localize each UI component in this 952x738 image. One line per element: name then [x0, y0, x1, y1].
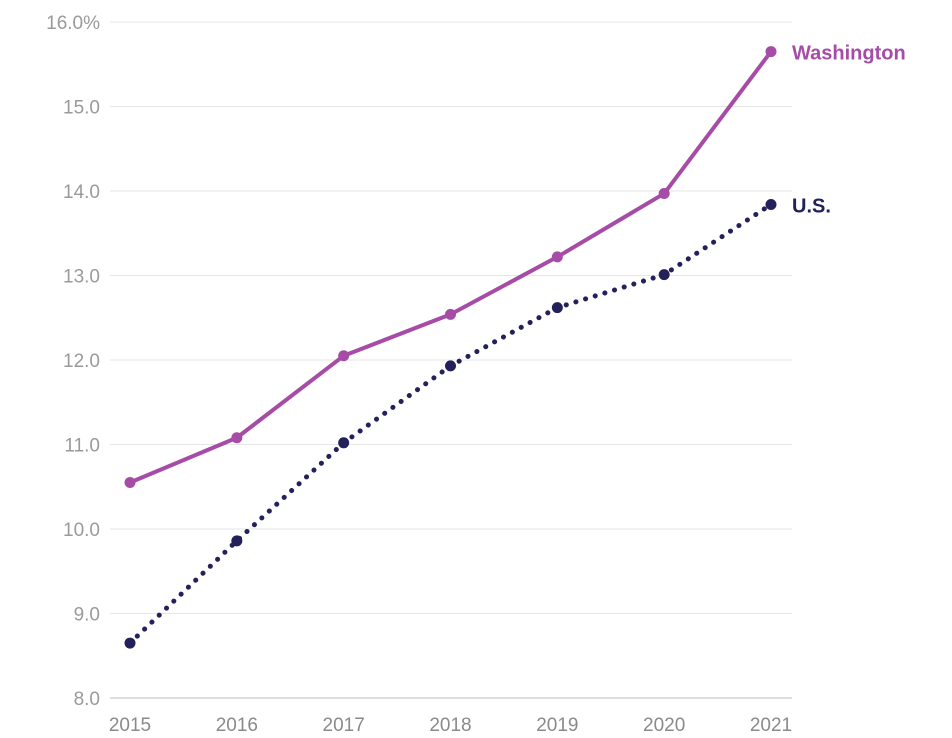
- data-point: [231, 432, 243, 444]
- series-lines: [127, 49, 774, 646]
- x-tick-label: 2018: [429, 715, 471, 736]
- data-point: [231, 535, 243, 547]
- y-tick-label: 9.0: [74, 605, 100, 626]
- data-point: [445, 360, 456, 372]
- x-tick-label: 2016: [216, 715, 258, 736]
- data-point: [124, 477, 136, 489]
- y-tick-label: 8.0: [74, 689, 100, 710]
- data-point: [445, 308, 456, 320]
- data-point: [551, 302, 563, 314]
- series-points: [124, 46, 777, 649]
- data-point: [658, 269, 670, 281]
- y-tick-label: 14.0: [63, 182, 100, 203]
- y-axis: 8.0 9.0 10.0 11.0 12.0 13.0 14.0 15.0 16.0%: [46, 13, 100, 710]
- data-point: [338, 437, 350, 449]
- x-tick-label: 2020: [643, 715, 685, 736]
- x-tick-label: 2021: [750, 715, 792, 736]
- x-tick-label: 2015: [109, 715, 151, 736]
- x-axis: 2015 2016 2017 2018 2019 2020 2021: [109, 715, 792, 736]
- y-tick-label: 13.0: [63, 267, 100, 288]
- y-tick-label: 15.0: [63, 98, 100, 119]
- y-tick-label: 10.0: [63, 520, 100, 541]
- x-tick-label: 2017: [323, 715, 365, 736]
- series-labels: Washington U.S.: [792, 43, 906, 218]
- series-line-washington: [128, 49, 773, 485]
- y-tick-label: 12.0: [63, 351, 100, 372]
- series-line-us: [127, 202, 774, 646]
- series-label: U.S.: [792, 196, 831, 218]
- data-point: [338, 350, 350, 362]
- y-tick-label: 11.0: [64, 436, 100, 457]
- x-tick-label: 2019: [536, 715, 578, 736]
- data-point: [658, 188, 670, 200]
- y-tick-label: 16.0%: [46, 13, 100, 34]
- data-point: [765, 199, 777, 211]
- data-point: [765, 46, 777, 58]
- data-point: [551, 251, 563, 263]
- series-label: Washington: [792, 43, 906, 65]
- gridlines: [110, 21, 792, 699]
- data-point: [124, 637, 136, 649]
